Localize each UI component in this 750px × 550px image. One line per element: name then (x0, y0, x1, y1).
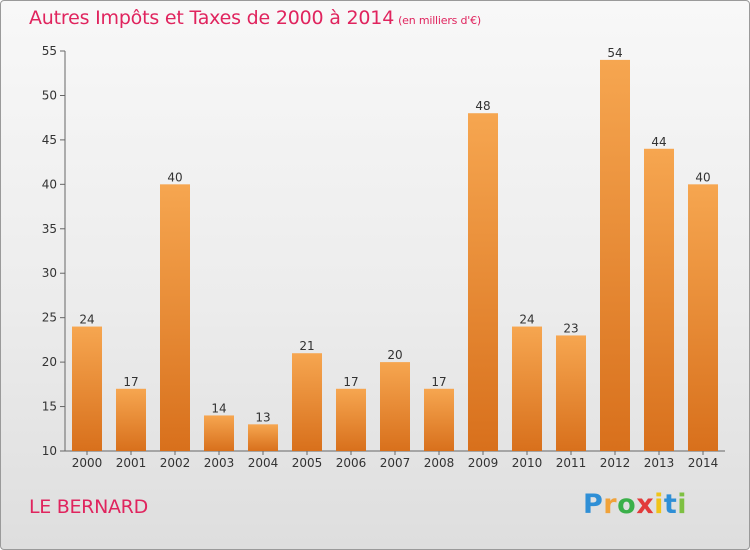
x-tick-label: 2000 (72, 456, 103, 470)
x-tick-label: 2007 (380, 456, 411, 470)
x-tick-label: 2006 (336, 456, 367, 470)
bar (688, 184, 718, 452)
y-tick-label: 20 (42, 355, 57, 369)
bar-value-label: 17 (431, 375, 446, 389)
bar (556, 335, 586, 451)
bar (292, 353, 322, 451)
bar-value-label: 17 (123, 375, 138, 389)
logo-letter: t (663, 489, 678, 520)
logo-letter: x (636, 489, 655, 520)
x-tick-label: 2012 (600, 456, 631, 470)
bar (72, 326, 102, 451)
bar-value-label: 48 (475, 99, 490, 113)
x-tick-label: 2013 (644, 456, 675, 470)
y-tick-label: 50 (42, 88, 57, 102)
logo-letter: o (617, 489, 637, 520)
x-tick-label: 2001 (116, 456, 147, 470)
chart-unit: (en milliers d'€) (398, 14, 481, 27)
bar-value-label: 21 (299, 339, 314, 353)
logo-letter: i (677, 489, 688, 520)
logo-letter: P (583, 489, 604, 520)
bar (116, 388, 146, 451)
y-tick-label: 35 (42, 222, 57, 236)
x-tick-label: 2011 (556, 456, 587, 470)
y-tick-label: 55 (42, 44, 57, 58)
bar-value-label: 24 (79, 313, 94, 327)
logo-letter: r (603, 489, 618, 520)
bar-value-label: 20 (387, 348, 402, 362)
y-tick-label: 10 (42, 444, 57, 458)
x-tick-label: 2014 (688, 456, 719, 470)
x-tick-label: 2005 (292, 456, 323, 470)
bar (204, 415, 234, 451)
bar-value-label: 40 (167, 170, 182, 184)
x-tick-label: 2010 (512, 456, 543, 470)
bar (468, 113, 498, 451)
bar (600, 59, 630, 452)
y-tick-label: 25 (42, 311, 57, 325)
x-tick-label: 2003 (204, 456, 235, 470)
bar (380, 362, 410, 451)
bar (424, 388, 454, 451)
chart-title-text: Autres Impôts et Taxes de 2000 à 2014 (29, 7, 395, 29)
chart-title: Autres Impôts et Taxes de 2000 à 2014 (en… (29, 7, 481, 29)
location-name: LE BERNARD (29, 496, 148, 518)
bar-value-label: 13 (255, 410, 270, 424)
y-tick-label: 15 (42, 400, 57, 414)
y-tick-label: 45 (42, 133, 57, 147)
bar (248, 424, 278, 451)
bar (160, 184, 190, 452)
bar (512, 326, 542, 451)
x-tick-label: 2009 (468, 456, 499, 470)
y-tick-label: 40 (42, 177, 57, 191)
y-tick-label: 30 (42, 266, 57, 280)
x-tick-label: 2004 (248, 456, 279, 470)
bar-value-label: 14 (211, 401, 226, 415)
proxiti-logo: Proxiti (583, 489, 687, 520)
bar (644, 148, 674, 451)
bar-value-label: 40 (695, 170, 710, 184)
bar-value-label: 54 (607, 46, 622, 60)
x-tick-label: 2008 (424, 456, 455, 470)
bar-value-label: 44 (651, 135, 666, 149)
bar-value-label: 17 (343, 375, 358, 389)
x-tick-label: 2002 (160, 456, 191, 470)
bar (336, 388, 366, 451)
bar-value-label: 24 (519, 313, 534, 327)
bar-value-label: 23 (563, 321, 578, 335)
logo-letter: i (654, 489, 664, 520)
